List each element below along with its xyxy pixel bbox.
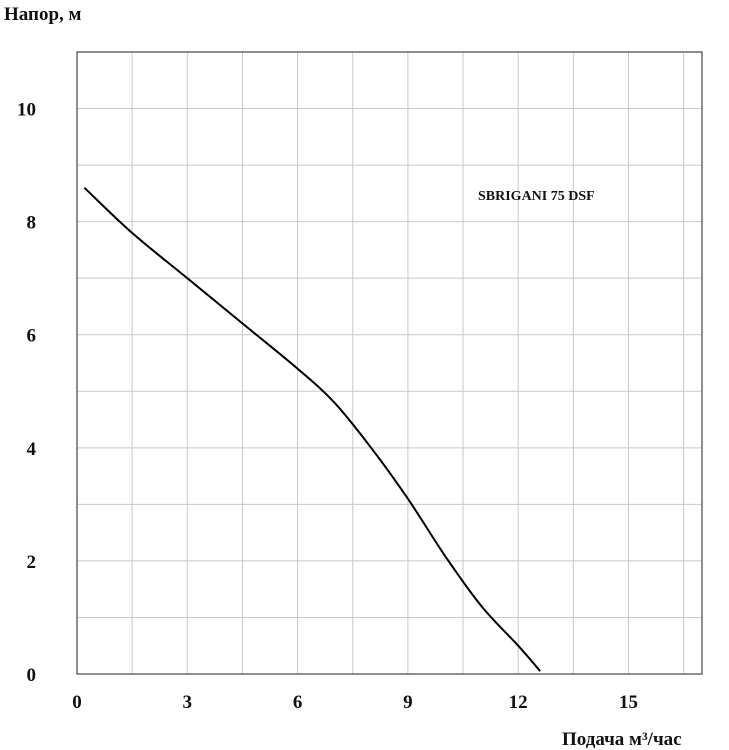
x-tick-label: 12: [509, 692, 528, 713]
y-tick-labels: 0 2 4 6 8 10: [17, 100, 37, 686]
y-tick-label: 8: [27, 213, 37, 234]
x-tick-label: 0: [72, 692, 82, 713]
x-tick-labels: 0 3 6 9 12 15: [72, 692, 638, 713]
model-annotation: SBRIGANI 75 DSF: [478, 189, 595, 204]
x-tick-label: 3: [183, 692, 193, 713]
y-tick-label: 10: [17, 100, 36, 121]
series-line: [83, 186, 541, 672]
y-axis-label: Напор, м: [4, 4, 82, 25]
x-tick-label: 6: [293, 692, 303, 713]
grid: [77, 52, 702, 674]
y-tick-label: 6: [27, 326, 37, 347]
x-axis-label: Подача м³/час: [562, 729, 682, 750]
x-tick-label: 9: [403, 692, 413, 713]
plot-frame: [76, 51, 703, 675]
y-tick-label: 0: [27, 665, 37, 686]
y-tick-label: 4: [27, 439, 37, 460]
x-tick-label: 15: [619, 692, 638, 713]
y-tick-label: 2: [27, 552, 37, 573]
